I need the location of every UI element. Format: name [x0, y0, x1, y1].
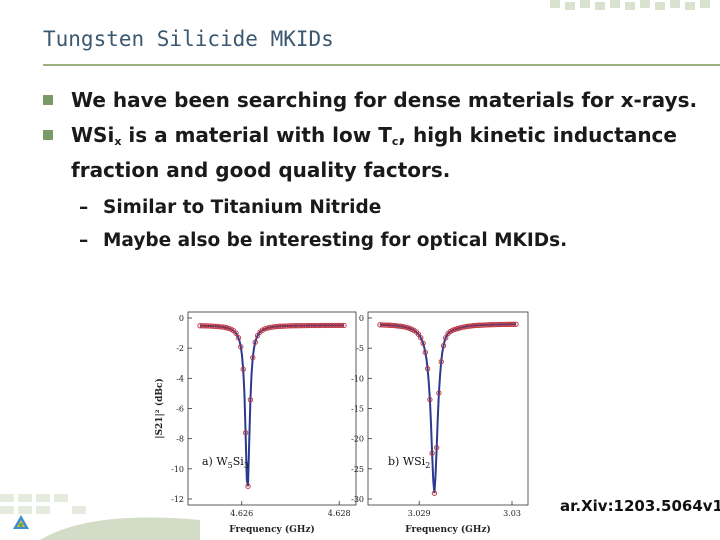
data-point [250, 354, 256, 361]
data-point [223, 325, 230, 331]
slide-title: Tungsten Silicide MKIDs [43, 27, 334, 51]
y-tick-label: -20 [351, 435, 364, 444]
resonance-plots: 0 -2 -4 -6 -8 -10 -12 4.626 4.628 Frequency (GHz)… [154, 311, 529, 535]
data-point [226, 325, 232, 332]
dash-marker: – [79, 230, 89, 251]
institution-logo [13, 515, 29, 529]
data-point [254, 332, 261, 339]
sub-bullet-text: Maybe also be interesting for optical MK… [103, 230, 568, 251]
bullet-text: We have been searching for dense materia… [71, 88, 698, 112]
bullet-item: We have been searching for dense materia… [43, 86, 703, 115]
data-point [436, 390, 442, 396]
data-point [431, 490, 438, 496]
data-point [443, 335, 449, 341]
y-tick-label: -4 [176, 374, 184, 383]
y-tick-label: -6 [176, 405, 184, 414]
footer-decoration [0, 494, 200, 540]
data-point [427, 396, 433, 403]
data-point [218, 324, 225, 330]
panel-label: b) WSi2 [388, 455, 430, 470]
sub-bullet-text: Similar to Titanium Nitride [103, 197, 382, 218]
data-point [418, 335, 424, 341]
data-point [221, 324, 227, 330]
data-point [338, 322, 345, 329]
bullet-square-icon [43, 95, 53, 105]
bullet-text: WSi [71, 123, 115, 147]
data-point [402, 324, 408, 330]
y-tick-label: -25 [351, 465, 364, 474]
plot-frame [187, 311, 357, 506]
data-point [242, 430, 249, 436]
chart-panel-b: 0 -5 -10 -15 -20 -25 -30 3.029 3.03 Frequency (GH… [351, 311, 529, 535]
title-underline [43, 64, 720, 66]
x-tick-label: 4.626 [230, 509, 253, 518]
plot-frame [367, 311, 529, 506]
bullet-text: , high kinetic inductance fraction and g… [71, 123, 677, 182]
x-tick-label: 4.628 [328, 509, 351, 518]
bullet-list: We have been searching for dense materia… [43, 86, 703, 255]
data-point [245, 483, 251, 489]
data-point [422, 349, 428, 356]
data-point [438, 359, 444, 365]
y-tick-label: 0 [359, 314, 364, 323]
data-point [252, 339, 258, 345]
x-axis-label: Frequency (GHz) [405, 524, 490, 535]
data-point [238, 344, 244, 350]
data-point [513, 321, 519, 327]
sub-bullet-item: – Maybe also be interesting for optical … [43, 226, 703, 255]
resonance-figure: 0 -2 -4 -6 -8 -10 -12 4.626 4.628 Frequency (GHz)… [148, 302, 568, 540]
sub-bullet-item: – Similar to Titanium Nitride [43, 193, 703, 222]
data-point [240, 366, 246, 372]
x-tick-label: 3.029 [408, 509, 431, 518]
data-point [440, 343, 447, 349]
data-point [262, 326, 268, 332]
y-tick-label: -2 [176, 344, 184, 353]
bullet-square-icon [43, 130, 53, 140]
bullet-item: WSix is a material with low Tc, high kin… [43, 121, 703, 185]
data-point [264, 325, 270, 331]
subscript: x [114, 135, 122, 148]
y-axis-label: |S21|² (dBc) [154, 378, 165, 439]
x-tick-label: 3.03 [503, 509, 521, 518]
arxiv-citation: ar.Xiv:1203.5064v1 [558, 497, 720, 515]
y-tick-label: -10 [171, 465, 184, 474]
chart-panel-a: 0 -2 -4 -6 -8 -10 -12 4.626 4.628 Frequency (GHz)… [154, 311, 357, 535]
data-point [247, 397, 254, 403]
y-tick-label: 0 [179, 314, 184, 323]
data-point [429, 450, 435, 456]
subscript: c [391, 135, 399, 148]
data-point [511, 321, 517, 327]
data-point [233, 330, 239, 336]
y-tick-label: -5 [356, 344, 364, 353]
corner-decoration [550, 0, 710, 10]
y-tick-label: -10 [351, 374, 364, 383]
data-point [266, 324, 273, 331]
data-point [404, 324, 410, 331]
y-tick-label: -30 [351, 495, 364, 504]
data-point [434, 444, 440, 451]
bullet-text: is a material with low T [121, 123, 392, 147]
panel-label: a) W5Si3 [202, 455, 249, 470]
dash-marker: – [79, 197, 89, 218]
y-tick-label: -15 [351, 405, 364, 414]
data-point [269, 324, 275, 330]
data-point [424, 366, 431, 372]
y-tick-label: -12 [171, 495, 184, 504]
x-axis-label: Frequency (GHz) [229, 524, 314, 535]
data-point [235, 335, 242, 341]
data-point [420, 340, 426, 346]
data-point [341, 322, 347, 329]
y-tick-label: -8 [176, 435, 184, 444]
data-point [216, 323, 222, 330]
